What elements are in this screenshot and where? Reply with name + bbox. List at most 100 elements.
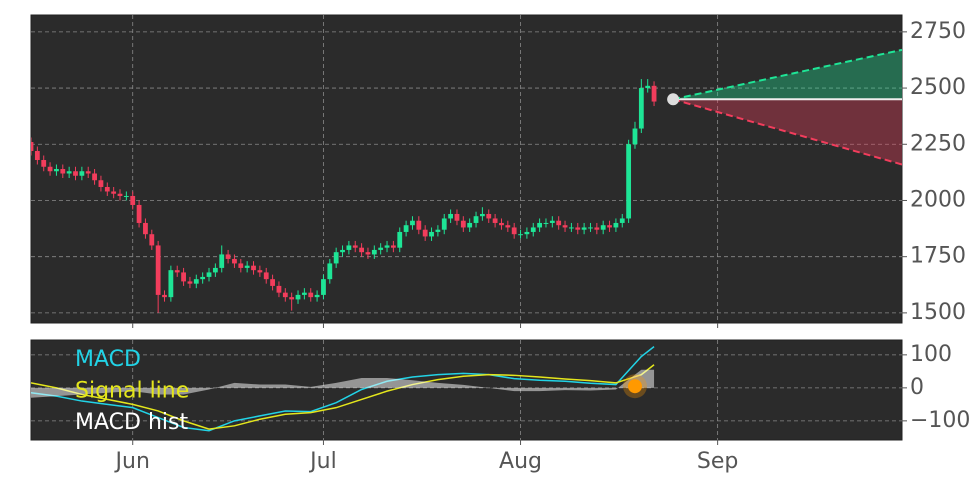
candle-body: [31, 142, 34, 152]
candle-body: [416, 220, 422, 230]
candle-body: [365, 252, 371, 255]
y-tick-label: 2250: [910, 131, 966, 156]
candle-body: [34, 151, 40, 161]
candle-body: [225, 254, 231, 259]
forecast-lower: [672, 98, 902, 166]
candle-body: [511, 227, 517, 235]
candle-body: [390, 245, 396, 248]
y-tick-label: 1750: [910, 244, 966, 269]
candle-body: [429, 231, 434, 237]
candle-body: [499, 222, 504, 226]
histogram-area: [31, 369, 655, 398]
candle-body: [149, 234, 155, 246]
candle-body: [600, 225, 606, 230]
candle-body: [549, 220, 555, 223]
candle-body: [143, 222, 148, 235]
candle-body: [85, 171, 91, 174]
candle-body: [136, 204, 142, 223]
y-tick-label: 100: [910, 342, 952, 367]
y-tick-label: 0: [910, 375, 924, 400]
candle-body: [613, 222, 619, 228]
y-tick-label: 2750: [910, 19, 966, 44]
candle-body: [422, 229, 428, 237]
forecast-point: [667, 93, 680, 106]
macd-plot: [31, 340, 902, 440]
candle-body: [321, 279, 326, 295]
axes: 1500 1750 2000 2250 2500 2750 Jun Jul Aug Sep 100 0…: [75, 19, 970, 474]
candle-body: [276, 285, 282, 293]
candle-body: [251, 265, 256, 271]
forecast-upper: [672, 48, 902, 101]
candle-body: [607, 225, 612, 228]
candle-body: [378, 247, 384, 250]
candle-body: [518, 234, 523, 236]
candle-body: [530, 227, 536, 232]
legend-entry: Signal line: [75, 379, 189, 404]
candle-body: [301, 292, 307, 295]
candle-body: [594, 227, 600, 230]
candle-body: [206, 272, 212, 277]
series-line: [31, 364, 655, 430]
candle-body: [346, 245, 352, 250]
candle-body: [626, 144, 632, 219]
candle-body: [473, 216, 479, 223]
candle-body: [123, 195, 129, 197]
candle-body: [60, 169, 66, 174]
legend-entry: MACD: [75, 347, 141, 372]
price-plot: [31, 15, 902, 323]
candle-body: [327, 263, 333, 280]
candle-body: [638, 88, 644, 129]
candle-body: [289, 297, 295, 300]
candle-body: [130, 195, 136, 205]
y-tick-label: −100: [910, 408, 970, 433]
candle-body: [410, 220, 415, 226]
candle-body: [66, 171, 72, 174]
candle-body: [295, 294, 301, 300]
candle-body: [441, 218, 447, 230]
candle-body: [282, 292, 288, 298]
candle-body: [104, 186, 110, 192]
price-panel: [30, 14, 903, 324]
candle-body: [556, 220, 562, 226]
candle-body: [543, 222, 549, 224]
x-tick-label: Jul: [308, 449, 337, 474]
candle-body: [212, 267, 218, 273]
candle-body: [371, 249, 377, 255]
candle-body: [359, 247, 364, 253]
candle-body: [575, 227, 581, 230]
candle-body: [352, 245, 358, 248]
candle-body: [98, 180, 104, 187]
candle-body: [79, 171, 85, 176]
x-tick-label: Aug: [499, 449, 542, 474]
x-tick-label: Jun: [114, 449, 150, 474]
candle-body: [41, 160, 47, 167]
candle-body: [111, 191, 117, 194]
candle-body: [232, 258, 237, 264]
candle-body: [174, 270, 180, 273]
candle-body: [73, 171, 78, 176]
candle-body: [263, 272, 269, 280]
legend-entry: MACD hist: [75, 410, 188, 435]
candle-body: [193, 279, 199, 284]
candle-body: [537, 222, 543, 228]
candle-body: [162, 294, 167, 298]
candle-body: [619, 218, 625, 223]
candle-body: [181, 272, 186, 282]
candle-body: [492, 218, 498, 223]
candle-body: [314, 294, 320, 298]
y-tick-label: 1500: [910, 300, 966, 325]
candle-body: [333, 252, 339, 264]
candle-body: [524, 231, 530, 235]
candle-body: [581, 227, 587, 230]
candle-body: [460, 220, 466, 228]
candle-body: [308, 292, 314, 298]
candle-body: [257, 270, 263, 273]
candle-body: [403, 225, 409, 232]
candle-body: [117, 193, 123, 196]
candle-body: [454, 213, 460, 221]
candle-body: [486, 213, 492, 219]
candle-body: [219, 254, 225, 268]
candle-body: [238, 263, 244, 268]
candle-body: [505, 225, 511, 228]
candle-body: [569, 227, 574, 229]
